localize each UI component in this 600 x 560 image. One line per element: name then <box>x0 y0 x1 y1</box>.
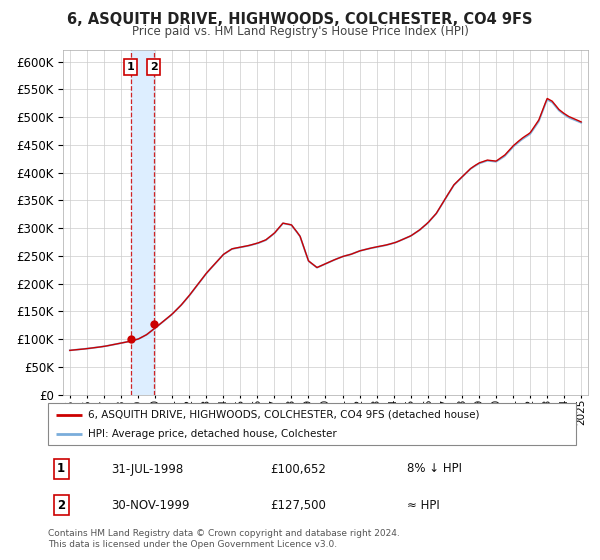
FancyBboxPatch shape <box>48 403 576 445</box>
Text: 1: 1 <box>57 463 65 475</box>
Text: 2: 2 <box>150 62 158 72</box>
Text: 30-NOV-1999: 30-NOV-1999 <box>112 499 190 512</box>
Text: HPI: Average price, detached house, Colchester: HPI: Average price, detached house, Colc… <box>88 429 337 439</box>
Text: Price paid vs. HM Land Registry's House Price Index (HPI): Price paid vs. HM Land Registry's House … <box>131 25 469 38</box>
Text: Contains HM Land Registry data © Crown copyright and database right 2024.
This d: Contains HM Land Registry data © Crown c… <box>48 529 400 549</box>
Text: 8% ↓ HPI: 8% ↓ HPI <box>407 463 462 475</box>
Text: 31-JUL-1998: 31-JUL-1998 <box>112 463 184 475</box>
Text: 6, ASQUITH DRIVE, HIGHWOODS, COLCHESTER, CO4 9FS (detached house): 6, ASQUITH DRIVE, HIGHWOODS, COLCHESTER,… <box>88 409 479 419</box>
Text: 6, ASQUITH DRIVE, HIGHWOODS, COLCHESTER, CO4 9FS: 6, ASQUITH DRIVE, HIGHWOODS, COLCHESTER,… <box>67 12 533 27</box>
Bar <box>131 50 154 395</box>
Text: £127,500: £127,500 <box>270 499 326 512</box>
Text: ≈ HPI: ≈ HPI <box>407 499 440 512</box>
Text: 2: 2 <box>57 499 65 512</box>
Text: 1: 1 <box>127 62 135 72</box>
Text: £100,652: £100,652 <box>270 463 326 475</box>
